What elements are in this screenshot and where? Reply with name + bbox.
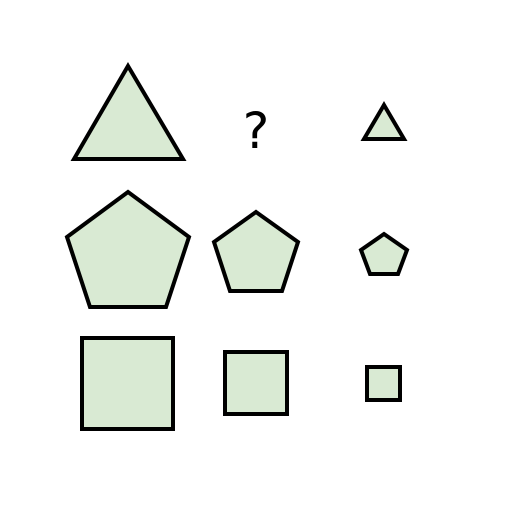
large-square [80, 336, 175, 431]
medium-pentagon [211, 209, 301, 293]
large-triangle [70, 62, 187, 161]
small-pentagon [358, 231, 410, 276]
large-pentagon [64, 189, 192, 309]
medium-square [223, 350, 289, 416]
small-square [365, 365, 402, 402]
small-triangle [360, 101, 408, 141]
missing-cell-question-mark: ? [243, 102, 270, 160]
